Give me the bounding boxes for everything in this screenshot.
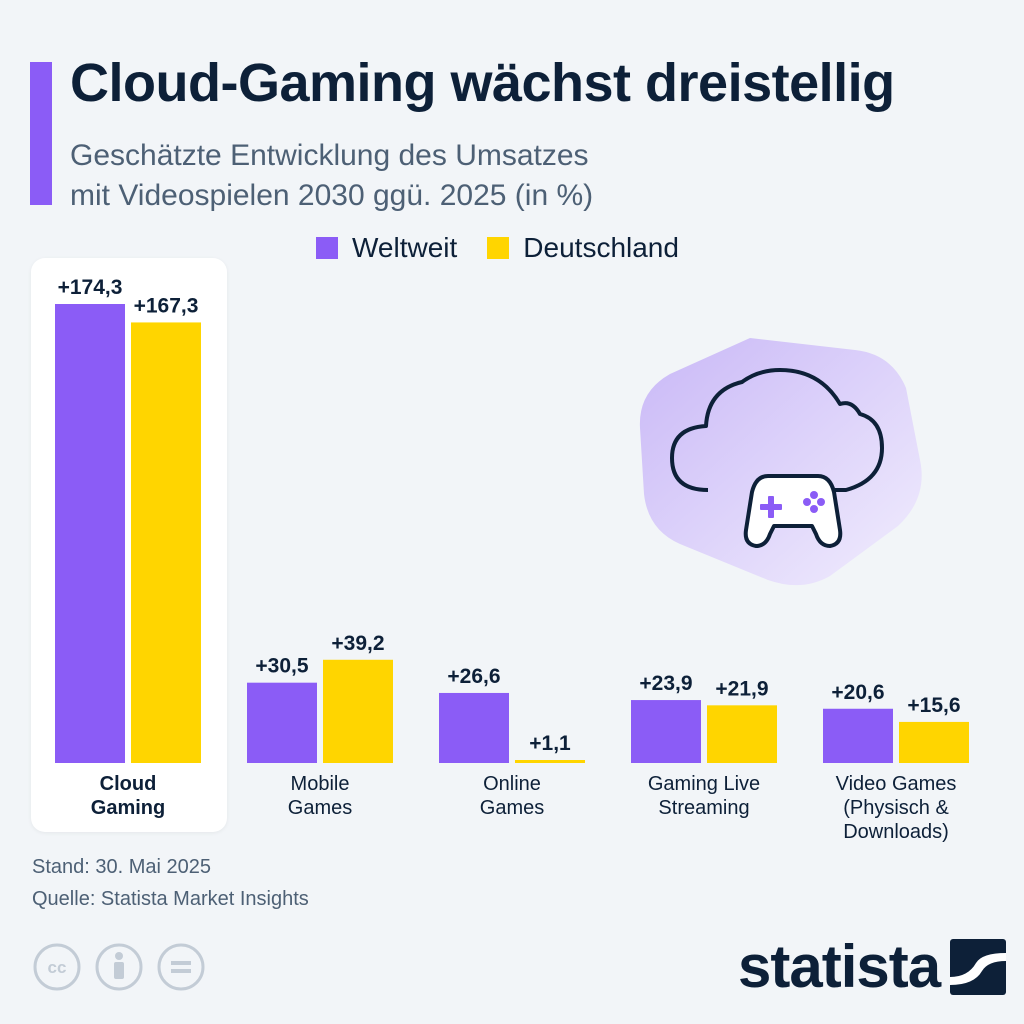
bar-weltweit-0 bbox=[55, 304, 125, 763]
category-label-0-line-1: Gaming bbox=[91, 797, 165, 819]
cloud-gamepad-illustration bbox=[630, 330, 930, 595]
subtitle-line-1: Geschätzte Entwicklung des Umsatzes bbox=[70, 139, 589, 172]
statista-brand[interactable]: statista bbox=[738, 933, 1007, 1000]
footer-date: Stand: 30. Mai 2025 bbox=[32, 856, 212, 878]
data-label-deutschland-4: +15,6 bbox=[907, 694, 960, 717]
bar-weltweit-1 bbox=[247, 682, 317, 763]
category-label-1-line-0: Mobile bbox=[291, 773, 350, 795]
chart-title: Cloud-Gaming wächst dreistellig bbox=[70, 53, 895, 113]
data-label-deutschland-1: +39,2 bbox=[331, 632, 384, 655]
footer-source: Quelle: Statista Market Insights bbox=[32, 888, 309, 910]
category-label-3-line-1: Streaming bbox=[658, 797, 749, 819]
bar-weltweit-4 bbox=[823, 708, 893, 763]
button-bottom bbox=[810, 505, 818, 513]
data-label-weltweit-4: +20,6 bbox=[831, 681, 884, 704]
data-label-deutschland-2: +1,1 bbox=[529, 732, 571, 755]
chart-subtitle: Geschätzte Entwicklung des Umsatzes mit … bbox=[70, 136, 593, 216]
category-label-1-line-1: Games bbox=[288, 797, 352, 819]
bar-deutschland-0 bbox=[131, 322, 201, 763]
title-accent-bar bbox=[30, 62, 52, 205]
bar-weltweit-3 bbox=[631, 700, 701, 763]
data-label-weltweit-2: +26,6 bbox=[447, 665, 500, 688]
category-label-2-line-0: Online bbox=[483, 773, 541, 795]
bar-deutschland-4 bbox=[899, 721, 969, 763]
data-label-deutschland-3: +21,9 bbox=[715, 677, 768, 700]
data-label-weltweit-1: +30,5 bbox=[255, 655, 308, 678]
bar-deutschland-3 bbox=[707, 705, 777, 763]
category-label-3-line-0: Gaming Live bbox=[648, 773, 760, 795]
legend-swatch-weltweit bbox=[316, 237, 338, 259]
category-label-0-line-0: Cloud bbox=[100, 773, 157, 795]
brand-name: statista bbox=[738, 933, 941, 1000]
bar-weltweit-2 bbox=[439, 692, 509, 763]
button-top bbox=[810, 491, 818, 499]
attribution-icon[interactable] bbox=[94, 942, 144, 992]
subtitle-line-2: mit Videospielen 2030 ggü. 2025 (in %) bbox=[70, 179, 594, 212]
button-right bbox=[817, 498, 825, 506]
legend-item-weltweit: Weltweit bbox=[316, 232, 457, 264]
legend-label-weltweit: Weltweit bbox=[352, 232, 458, 263]
category-label-2-line-1: Games bbox=[480, 797, 544, 819]
no-derivatives-icon[interactable] bbox=[156, 942, 206, 992]
button-left bbox=[803, 498, 811, 506]
illustration-blob bbox=[639, 338, 922, 586]
category-label-4-line-1: (Physisch & bbox=[843, 797, 949, 819]
bar-deutschland-2 bbox=[515, 760, 585, 763]
license-icons: cc bbox=[32, 942, 218, 992]
cc-icon[interactable]: cc bbox=[32, 942, 82, 992]
legend-item-deutschland: Deutschland bbox=[487, 232, 679, 264]
legend-label-deutschland: Deutschland bbox=[523, 232, 679, 263]
data-label-weltweit-3: +23,9 bbox=[639, 672, 692, 695]
dpad-horizontal bbox=[760, 504, 782, 510]
data-label-deutschland-0: +167,3 bbox=[134, 294, 199, 317]
cloud-outline bbox=[670, 368, 884, 492]
category-label-4-line-0: Video Games bbox=[836, 773, 957, 795]
statista-logo-icon bbox=[950, 939, 1007, 995]
svg-text:cc: cc bbox=[48, 958, 67, 977]
data-label-weltweit-0: +174,3 bbox=[58, 276, 123, 299]
chart-legend: Weltweit Deutschland bbox=[316, 232, 709, 264]
bar-deutschland-1 bbox=[323, 659, 393, 763]
category-label-4-line-2: Downloads) bbox=[843, 821, 949, 843]
legend-swatch-deutschland bbox=[487, 237, 510, 259]
cloud-gamepad-icon bbox=[639, 338, 922, 586]
